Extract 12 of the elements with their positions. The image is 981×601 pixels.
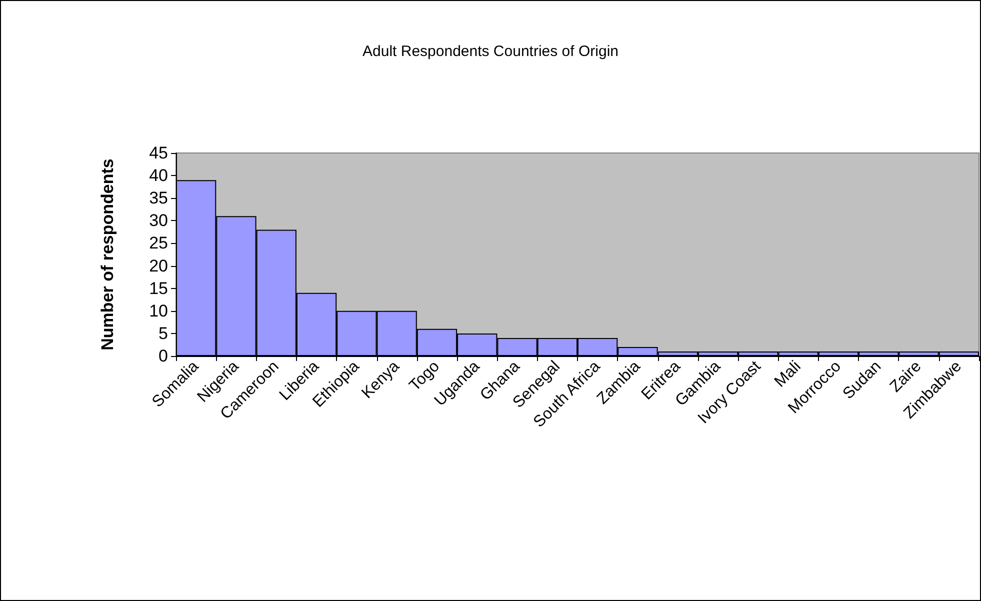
y-tick-label: 45 [149, 144, 168, 162]
y-tick-label: 30 [149, 211, 168, 230]
y-tick-label: 40 [149, 166, 168, 186]
y-tick-label: 25 [149, 234, 168, 253]
y-tick-label: 15 [149, 278, 168, 298]
y-tick-label: 35 [149, 188, 168, 208]
y-axis-title: Number of respondents [98, 158, 117, 350]
y-tick-label: 0 [158, 346, 168, 366]
y-tick-label: 5 [158, 324, 168, 343]
y-tick-label: 20 [149, 256, 168, 276]
chart-title: Adult Respondents Countries of Origin [362, 43, 618, 60]
y-tick-label: 10 [149, 301, 168, 320]
